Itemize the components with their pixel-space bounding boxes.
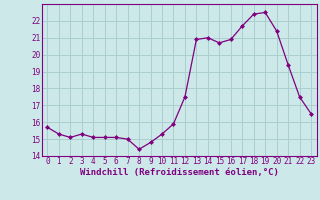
X-axis label: Windchill (Refroidissement éolien,°C): Windchill (Refroidissement éolien,°C) [80,168,279,177]
